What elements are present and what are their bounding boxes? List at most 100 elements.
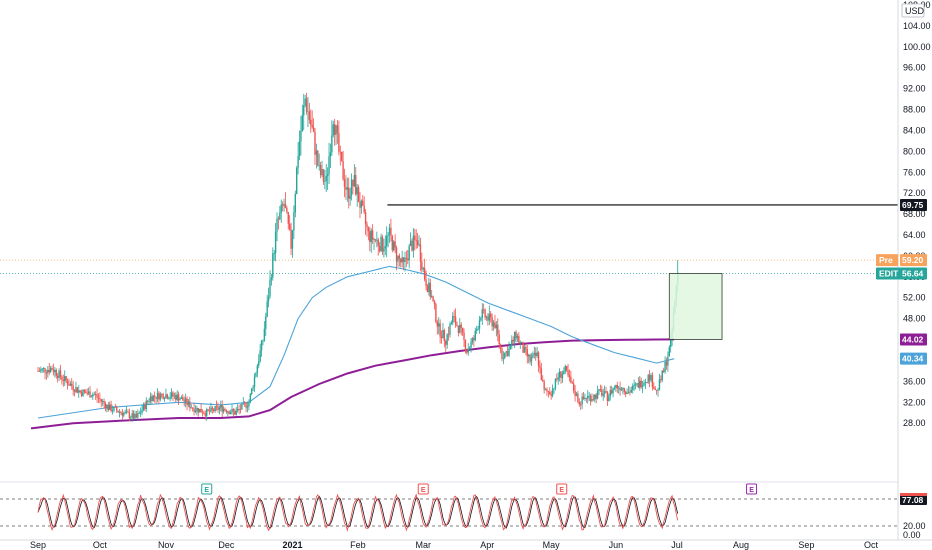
candle[interactable]	[114, 403, 117, 408]
candle[interactable]	[572, 378, 575, 394]
candle[interactable]	[274, 223, 277, 262]
candle[interactable]	[54, 367, 56, 378]
candle[interactable]	[281, 201, 284, 212]
candle[interactable]	[90, 394, 93, 398]
candle[interactable]	[571, 380, 573, 385]
candle[interactable]	[418, 235, 420, 247]
candle[interactable]	[518, 332, 520, 345]
candle[interactable]	[248, 399, 250, 411]
candle[interactable]	[483, 303, 485, 314]
candle[interactable]	[452, 312, 454, 326]
candle[interactable]	[206, 407, 208, 421]
candle[interactable]	[553, 387, 555, 395]
candle[interactable]	[279, 206, 281, 221]
candle[interactable]	[85, 388, 87, 394]
candle[interactable]	[369, 226, 371, 252]
candle[interactable]	[429, 278, 431, 300]
candle[interactable]	[353, 164, 356, 188]
candle[interactable]	[447, 326, 450, 341]
candle[interactable]	[527, 353, 530, 364]
candle[interactable]	[473, 335, 475, 347]
candle[interactable]	[404, 251, 406, 272]
candle[interactable]	[198, 408, 201, 413]
candle[interactable]	[498, 329, 500, 349]
candle[interactable]	[388, 223, 391, 243]
candle[interactable]	[338, 120, 340, 156]
candle[interactable]	[505, 350, 507, 357]
candle[interactable]	[433, 299, 436, 310]
candle[interactable]	[532, 351, 534, 359]
candle[interactable]	[312, 118, 315, 133]
candle[interactable]	[217, 402, 219, 413]
candle[interactable]	[169, 392, 171, 402]
earnings-marker[interactable]: E	[201, 483, 213, 495]
candle[interactable]	[639, 375, 641, 391]
candle[interactable]	[640, 377, 642, 389]
candle[interactable]	[104, 401, 107, 412]
candle[interactable]	[232, 408, 235, 417]
candle[interactable]	[466, 348, 468, 355]
candle[interactable]	[319, 161, 322, 179]
candle[interactable]	[263, 321, 266, 342]
candle[interactable]	[220, 400, 222, 412]
candle[interactable]	[636, 383, 638, 387]
candle[interactable]	[387, 232, 389, 248]
candle[interactable]	[152, 394, 154, 402]
candle[interactable]	[291, 229, 294, 258]
candle[interactable]	[149, 392, 152, 405]
candle[interactable]	[317, 149, 319, 167]
candle[interactable]	[173, 392, 176, 400]
candle[interactable]	[438, 317, 440, 335]
candle[interactable]	[608, 393, 610, 402]
candle[interactable]	[603, 385, 606, 398]
candle[interactable]	[605, 386, 607, 394]
candle[interactable]	[96, 388, 98, 403]
candle[interactable]	[79, 390, 81, 394]
candle[interactable]	[186, 396, 188, 411]
candle[interactable]	[208, 406, 211, 415]
candle[interactable]	[560, 371, 562, 384]
candle[interactable]	[475, 325, 478, 334]
candle[interactable]	[648, 370, 651, 388]
candle[interactable]	[398, 253, 401, 267]
candle[interactable]	[255, 372, 257, 378]
candle[interactable]	[402, 257, 405, 271]
candle[interactable]	[245, 401, 247, 413]
candle[interactable]	[430, 290, 433, 299]
candle[interactable]	[446, 333, 448, 349]
candle[interactable]	[355, 167, 357, 196]
candle[interactable]	[422, 266, 424, 273]
candle[interactable]	[92, 392, 94, 400]
candle[interactable]	[497, 318, 499, 342]
candle[interactable]	[80, 389, 83, 398]
candle[interactable]	[229, 409, 232, 415]
candle[interactable]	[71, 378, 73, 390]
candle[interactable]	[273, 249, 275, 261]
candle[interactable]	[100, 398, 102, 408]
candle[interactable]	[536, 346, 538, 358]
candle[interactable]	[432, 295, 434, 302]
candle[interactable]	[641, 380, 644, 394]
candle[interactable]	[445, 339, 447, 353]
candle[interactable]	[646, 381, 648, 384]
candle[interactable]	[594, 394, 596, 403]
candle[interactable]	[478, 315, 481, 334]
candle[interactable]	[342, 150, 344, 181]
candle[interactable]	[311, 110, 313, 129]
candle[interactable]	[165, 388, 167, 399]
candle[interactable]	[578, 398, 581, 407]
candle[interactable]	[197, 407, 199, 417]
candle[interactable]	[117, 410, 119, 413]
candle[interactable]	[218, 405, 221, 415]
candle[interactable]	[38, 367, 41, 372]
candle[interactable]	[45, 369, 48, 380]
candle[interactable]	[163, 396, 166, 402]
candle[interactable]	[349, 187, 351, 206]
candle[interactable]	[610, 385, 613, 395]
candle[interactable]	[168, 396, 170, 400]
candle[interactable]	[137, 409, 139, 421]
candle[interactable]	[138, 410, 140, 414]
candle[interactable]	[601, 385, 603, 398]
candle[interactable]	[539, 360, 541, 374]
candle[interactable]	[419, 237, 422, 272]
